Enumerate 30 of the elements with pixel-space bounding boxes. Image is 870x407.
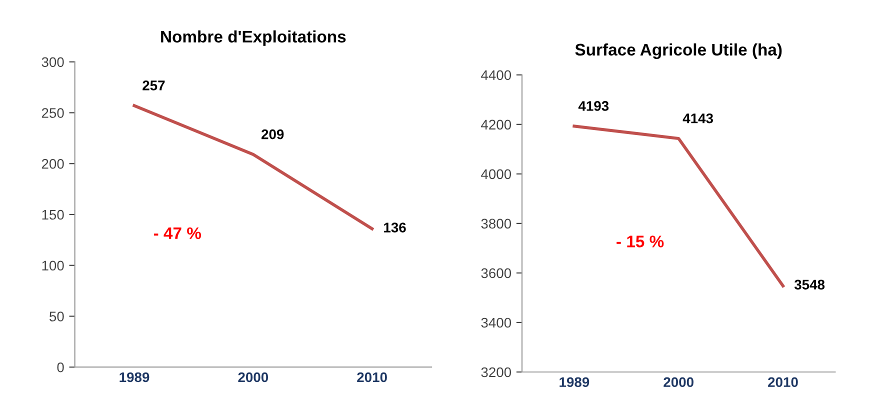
y-tick-label: 0	[57, 362, 64, 372]
data-label: 4193	[578, 101, 609, 111]
y-tick-label: 300	[42, 57, 64, 68]
x-tick-label: 1989	[560, 377, 590, 388]
y-tick-label: 250	[42, 108, 64, 118]
y-tick-label: 150	[42, 210, 64, 220]
x-tick-label: 2000	[238, 372, 268, 382]
data-label: 257	[142, 80, 165, 90]
y-tick-label: 4400	[481, 70, 512, 80]
chart-title: Nombre d'Exploitations	[161, 30, 346, 46]
y-tick-label: 3800	[481, 218, 512, 229]
data-label: 209	[262, 129, 284, 140]
y-tick-label: 4000	[481, 169, 512, 180]
chart-title: Surface Agricole Utile (ha)	[575, 43, 782, 59]
data-label: 3548	[794, 280, 825, 290]
data-label: 136	[384, 222, 406, 232]
x-tick-label: 1989	[120, 372, 150, 382]
y-tick-label: 100	[42, 260, 64, 271]
y-tick-label: 3200	[481, 367, 512, 378]
x-tick-label: 2010	[768, 377, 798, 388]
y-tick-label: 200	[42, 158, 64, 169]
x-tick-label: 2000	[664, 377, 694, 388]
y-tick-label: 3600	[481, 268, 512, 278]
y-tick-label: 50	[50, 312, 64, 322]
annotation: - 15 %	[616, 236, 664, 248]
y-tick-label: 4200	[481, 120, 512, 130]
x-tick-label: 2010	[357, 372, 387, 382]
data-label: 4143	[682, 113, 713, 124]
annotation: - 47 %	[154, 227, 202, 240]
y-tick-label: 3400	[481, 318, 512, 328]
